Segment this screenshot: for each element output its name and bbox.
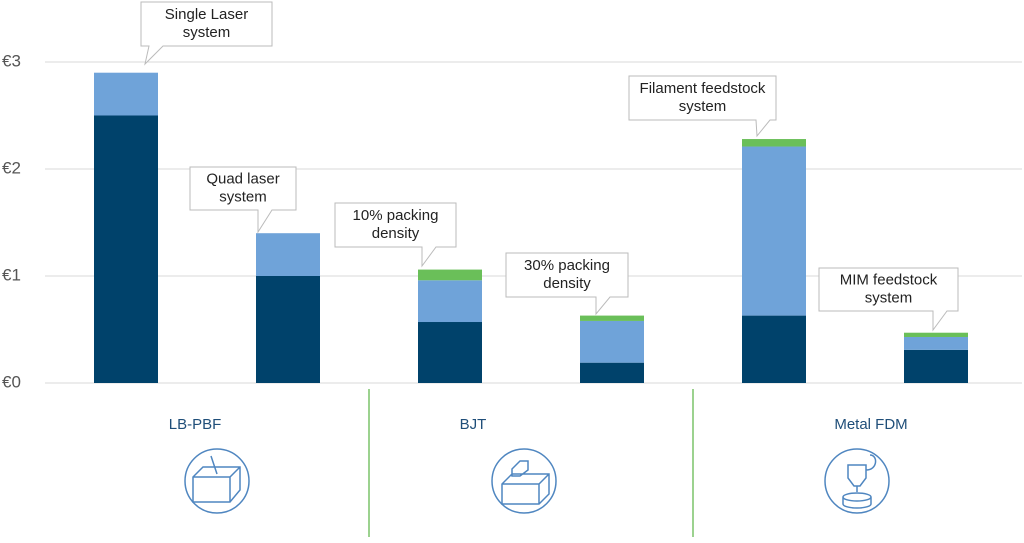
bar-segment xyxy=(580,320,644,363)
icon-circle xyxy=(491,448,557,514)
bar-segment xyxy=(94,72,158,116)
bar-segment xyxy=(94,115,158,383)
y-tick-label: €3 xyxy=(2,51,21,70)
bar-segment xyxy=(580,315,644,321)
bar-segment xyxy=(904,349,968,383)
bar-segment xyxy=(418,322,482,383)
callout-text: system xyxy=(679,98,727,115)
group-label: LB-PBF xyxy=(169,416,222,433)
bar-segment xyxy=(580,362,644,383)
bar-segment xyxy=(418,280,482,323)
callout-box xyxy=(334,202,457,268)
bar-segment xyxy=(256,276,320,383)
bar-segment xyxy=(742,146,806,316)
callout-text: Single Laser xyxy=(165,6,248,23)
icons xyxy=(184,448,890,514)
bar-segment xyxy=(256,233,320,276)
icon-lbpbf xyxy=(192,455,241,503)
callout-text: density xyxy=(372,225,420,242)
callout-text: system xyxy=(865,289,913,306)
bar-segment xyxy=(742,315,806,383)
icon-bjt xyxy=(501,460,550,505)
callout-box xyxy=(189,166,297,234)
icon-circle xyxy=(184,448,250,514)
bar-segment xyxy=(904,332,968,337)
bar-segment xyxy=(742,139,806,147)
callout-box xyxy=(140,1,273,66)
callout-text: 10% packing xyxy=(353,207,439,224)
group-label: Metal FDM xyxy=(834,416,907,433)
callout-box xyxy=(628,75,777,138)
icon-fdm xyxy=(842,454,877,509)
icon-circle xyxy=(824,448,890,514)
callout-box xyxy=(818,267,959,332)
bar-segment xyxy=(418,269,482,281)
callout-text: Filament feedstock xyxy=(640,80,766,97)
callout-text: MIM feedstock xyxy=(840,271,938,288)
callout-text: system xyxy=(219,188,267,205)
y-tick-label: €0 xyxy=(2,372,21,391)
callout-text: Quad laser xyxy=(206,170,279,187)
bar-segment xyxy=(904,336,968,350)
callout-text: density xyxy=(543,275,591,292)
callout-box xyxy=(505,252,629,316)
group-label: BJT xyxy=(460,416,487,433)
y-tick-label: €1 xyxy=(2,265,21,284)
callout-text: system xyxy=(183,24,231,41)
y-tick-label: €2 xyxy=(2,158,21,177)
callout-text: 30% packing xyxy=(524,257,610,274)
